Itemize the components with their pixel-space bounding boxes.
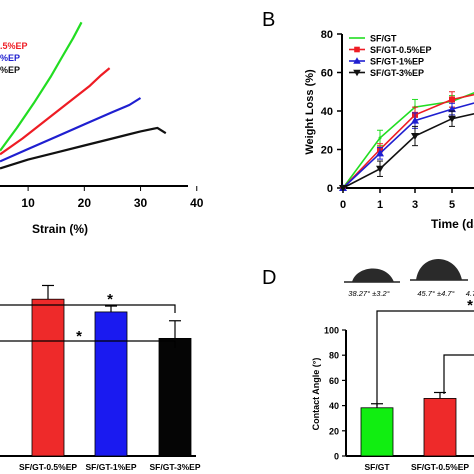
panel-a-legend-item-3: %EP: [0, 65, 20, 75]
droplet-2-angle: 45.7° ±4.7°: [417, 289, 454, 298]
panel-d-sig-bracket-lower: [443, 354, 474, 394]
panel-b-point-3-4: [448, 105, 456, 113]
panel-b-point-4-3: [411, 133, 419, 141]
panel-b-series: [339, 91, 474, 192]
droplet-2: [416, 259, 462, 280]
panel-b-point-4-1: [339, 185, 347, 192]
panel-c-sig-star-lower: *: [76, 328, 82, 345]
panel-d-bars: [360, 391, 457, 457]
panel-b-x-ticks: 0 1 3 5: [340, 188, 455, 211]
panel-a-legend: .5%EP %EP %EP: [0, 41, 28, 75]
droplet-3-angle: 4.7: [466, 289, 474, 298]
panel-b-y-tick-label-1: 0: [327, 183, 333, 195]
panel-d-y-tick-label-4: 60: [329, 376, 339, 386]
panel-a-x-tick-label-2: 20: [78, 196, 92, 210]
panel-d-sig-star: *: [467, 297, 473, 314]
panel-b-x-tick-label-2: 1: [377, 199, 383, 211]
panel-b-x-tick-label-3: 3: [412, 199, 418, 211]
panel-d-significance: *: [376, 297, 474, 406]
panel-b-legend-marker-4: [353, 69, 361, 77]
panel-b-y-tick-label-5: 80: [321, 29, 333, 41]
panel-b-y-ticks: 0 20 40 60 80: [321, 29, 342, 195]
panel-d-y-axis-label: Contact Angle (°): [311, 358, 321, 431]
panel-c-category-label-3: SF/GT-3%EP: [149, 462, 200, 472]
panel-b-y-tick-label-4: 60: [321, 68, 333, 80]
panel-b-legend-label-1: SF/GT: [370, 34, 397, 44]
panel-b-legend-label-4: SF/GT-3%EP: [370, 68, 424, 78]
panel-b-point-2-4: [449, 96, 455, 103]
panel-b-weight-loss-chart: B 0 20 40 60 80 0 1 3 5 Weight Loss (%) Time (d…: [262, 9, 474, 231]
panel-b-point-3-2: [376, 149, 384, 157]
panel-d-letter: D: [262, 267, 276, 289]
panel-a-series-line-4: [0, 126, 167, 170]
panel-d-category-label-2: SF/GT-0.5%EP: [411, 462, 469, 472]
panel-b-y-tick-label-3: 40: [321, 106, 333, 118]
panel-b-y-tick-label-2: 20: [321, 145, 333, 157]
panel-c-bar-2: [94, 311, 128, 457]
panel-c-bar-3: [158, 337, 192, 457]
panel-b-line-2: [342, 93, 474, 189]
panel-a-x-ticks: 10 20 30 40: [21, 186, 204, 210]
panel-b-legend-label-2: SF/GT-0.5%EP: [370, 45, 432, 55]
panel-b-legend-marker-2: [354, 46, 360, 53]
panel-a-series-lines: [0, 21, 167, 170]
panel-d-y-tick-label-3: 40: [329, 401, 339, 411]
panel-a-series-line-3: [0, 97, 142, 163]
panel-b-line-4: [342, 113, 474, 189]
panel-a-series-line-1: [0, 21, 83, 152]
panel-a-legend-item-2: %EP: [0, 53, 20, 63]
panel-b-x-axis-label: Time (da: [431, 217, 474, 231]
panel-d-bar-1: [360, 407, 394, 457]
droplet-images: 38.27° ±3.2° 45.7° ±4.7° 4.7: [344, 259, 474, 298]
panel-d-contact-angle-chart: D 38.27° ±3.2° 45.7° ±4.7° 4.7 0 20 40 60 80…: [262, 259, 474, 472]
panel-c-sig-star-upper: *: [107, 291, 113, 308]
panel-d-y-tick-label-2: 20: [329, 426, 339, 436]
panel-b-legend-marker-3: [353, 57, 361, 64]
droplet-1-angle: 38.27° ±3.2°: [348, 289, 389, 298]
panel-c-significance: * *: [0, 291, 176, 348]
panel-a-series-line-2: [0, 67, 111, 156]
panel-d-category-label-1: SF/GT: [364, 462, 390, 472]
panel-a-x-tick-label-1: 10: [21, 196, 35, 210]
panel-a-x-axis-label: Strain (%): [32, 222, 88, 236]
panel-d-category-labels: SF/GT SF/GT-0.5%EP: [364, 462, 469, 472]
panel-c-bars: [31, 284, 192, 457]
droplet-1: [352, 268, 394, 282]
panel-b-point-4-4: [448, 115, 456, 123]
panel-a-x-tick-label-3: 30: [134, 196, 148, 210]
panel-b-point-1-2: [378, 136, 382, 140]
panel-c-category-label-2: SF/GT-1%EP: [85, 462, 136, 472]
panel-b-point-3-3: [411, 116, 419, 124]
panel-d-y-ticks: 0 20 40 60 80 100: [324, 326, 346, 462]
panel-c-bar-chart: * * SF/GT-0.5%EP SF/GT-1%EP SF/GT-3%EP: [0, 284, 201, 472]
panel-d-y-tick-label-5: 80: [329, 351, 339, 361]
panel-b-y-axis-label: Weight Loss (%): [304, 69, 316, 155]
panel-d-bar-2: [423, 398, 457, 457]
panel-b-legend-label-3: SF/GT-1%EP: [370, 57, 424, 67]
panel-a-legend-item-1: .5%EP: [0, 41, 28, 51]
panel-c-sig-bracket-upper: [0, 304, 176, 313]
panel-c-bar-1: [31, 298, 65, 457]
panel-b-x-tick-label-1: 0: [340, 199, 346, 211]
panel-b-letter: B: [262, 9, 275, 31]
panel-a-strain-chart: 10 20 30 40 Strain (%) .5%EP %EP %EP: [0, 21, 204, 236]
panel-b-x-tick-label-4: 5: [449, 199, 455, 211]
panel-c-category-label-1: SF/GT-0.5%EP: [19, 462, 77, 472]
panel-c-category-labels: SF/GT-0.5%EP SF/GT-1%EP SF/GT-3%EP: [19, 462, 201, 472]
panel-d-sig-bracket-upper: [376, 310, 474, 406]
panel-d-y-tick-label-6: 100: [324, 326, 339, 336]
panel-c-sig-bracket-lower: [0, 340, 176, 348]
panel-a-x-tick-label-4: 40: [190, 196, 204, 210]
panel-b-point-4-2: [376, 165, 384, 173]
panel-d-y-tick-label-1: 0: [334, 452, 339, 462]
